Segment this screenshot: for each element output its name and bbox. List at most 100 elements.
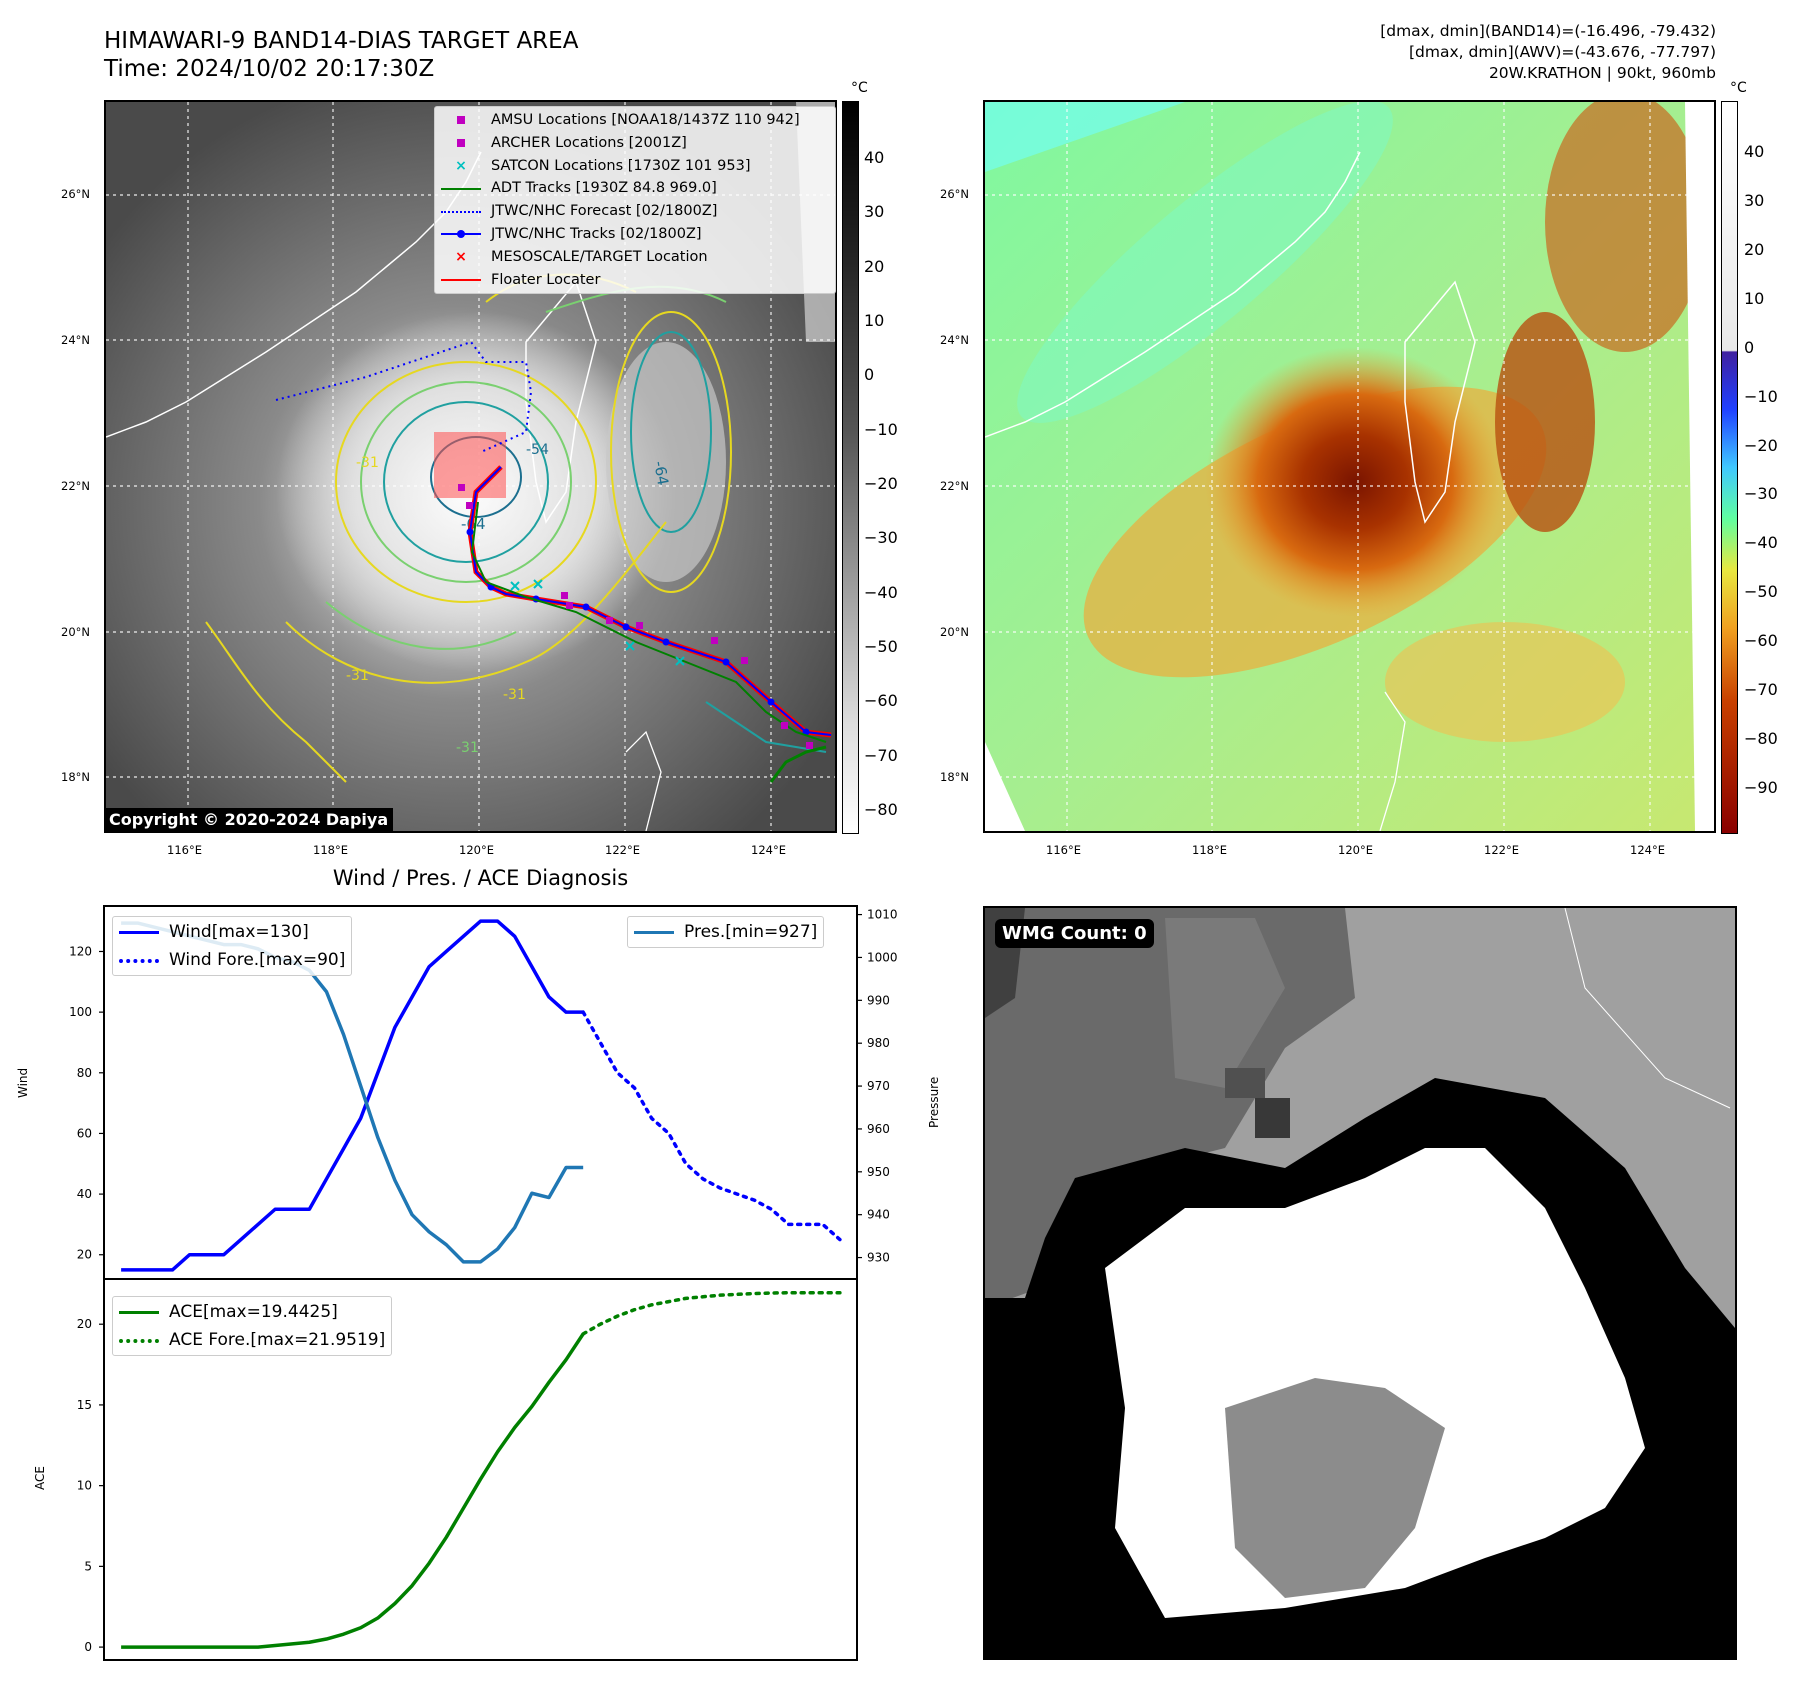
y-tick-label: 20 [77, 1317, 92, 1331]
dotted-line-icon [119, 1333, 159, 1347]
contour-label: -31 [456, 740, 479, 756]
colorbar-tick-label: −40 [864, 582, 898, 602]
solid-line-icon [119, 925, 159, 939]
solid-line-icon [441, 182, 481, 196]
x-marker-icon: × [455, 249, 467, 266]
lon-label: 120°E [1338, 843, 1373, 857]
ace-chart: 0 5 10 15 20 [77, 1278, 858, 1661]
y-right-tick-label: 980 [867, 1036, 890, 1050]
lat-label: 24°N [940, 333, 969, 347]
y-tick-label: 10 [77, 1479, 92, 1493]
colorbar-tick-label: −10 [1744, 386, 1778, 406]
solid-line-icon [119, 1305, 159, 1319]
awv-map [985, 102, 1714, 831]
colorbar-tick-label: −70 [864, 745, 898, 765]
legend-item-ace-forecast: ACE Fore.[max=21.9519] [119, 1326, 385, 1354]
y-right-tick-label: 1010 [867, 908, 898, 922]
series-line-1 [581, 1010, 842, 1242]
colorbar-tick-label: −50 [864, 637, 898, 656]
dotted-line-icon [441, 205, 481, 219]
colorbar-tick-label: −80 [1744, 729, 1778, 749]
colorbar-gray [842, 101, 859, 834]
colorbar-tick-label: 20 [864, 256, 885, 276]
colorbar-tick-label: 0 [864, 365, 875, 385]
series-line-0 [121, 919, 584, 1272]
dotted-line-icon [119, 953, 159, 967]
colorbar-unit: °C [1730, 80, 1747, 96]
legend-item-archer: ARCHER Locations [2001Z] [441, 132, 829, 155]
info-storm: 20W.KRATHON | 90kt, 960mb [1488, 64, 1716, 82]
line-dot-icon [441, 227, 481, 241]
y-right-tick-label: 1000 [867, 950, 898, 964]
contour-label: -31 [503, 687, 526, 703]
y-tick-label: 60 [77, 1126, 92, 1140]
solid-line-icon [441, 273, 481, 287]
colorbar-tick-label: 30 [1744, 190, 1765, 210]
contour-label: -31 [356, 455, 379, 471]
y-right-tick-label: 970 [867, 1079, 890, 1093]
colorbar-tick-label: −90 [1744, 778, 1778, 797]
legend-item-ace: ACE[max=19.4425] [119, 1298, 385, 1326]
colorbar-tick-label: −50 [1744, 582, 1778, 602]
solid-line-icon [634, 925, 674, 939]
colorbar-tick-label: 40 [864, 148, 885, 167]
legend-item-satcon: × SATCON Locations [1730Z 101 953] [441, 155, 829, 178]
colorbar-tick-label: −60 [864, 691, 898, 711]
diagnosis-title: Wind / Pres. / ACE Diagnosis [332, 866, 629, 890]
colorbar-tick-label: 10 [1744, 288, 1765, 308]
copyright-label: Copyright © 2020-2024 Dapiya [104, 808, 394, 831]
legend-item-floater: Floater Locater [441, 269, 829, 292]
ace-legend: ACE[max=19.4425] ACE Fore.[max=21.9519] [112, 1296, 393, 1356]
pressure-axis-label: Pressure [927, 1076, 941, 1128]
y-tick-label: 100 [69, 1005, 92, 1019]
colorbar-tick-label: −80 [864, 800, 898, 819]
chart-time: Time: 2024/10/02 20:17:30Z [104, 56, 435, 82]
lon-label: 120°E [459, 843, 494, 857]
lat-label: 26°N [61, 187, 90, 201]
lon-label: 116°E [1046, 843, 1081, 857]
colorbar-tick-label: −40 [1744, 533, 1778, 553]
legend-item-mesoscale: × MESOSCALE/TARGET Location [441, 246, 829, 269]
pressure-legend: Pres.[min=927] [627, 916, 825, 948]
lat-label: 22°N [61, 479, 90, 493]
square-marker-icon [441, 136, 481, 150]
map-legend: AMSU Locations [NOAA18/1437Z 110 942] AR… [434, 106, 836, 295]
y-tick-label: 40 [77, 1187, 92, 1201]
lat-label: 22°N [940, 479, 969, 493]
colorbar-tick-label: −30 [864, 528, 898, 548]
y-tick-label: 120 [69, 944, 92, 958]
legend-item-tracks: JTWC/NHC Tracks [02/1800Z] [441, 223, 829, 246]
colorbar-tick-label: 10 [864, 311, 885, 330]
y-tick-label: 5 [84, 1559, 92, 1573]
colorbar-tick-label: −10 [864, 419, 898, 439]
legend-item-wind: Wind[max=130] [119, 918, 345, 946]
colorbar-tick-label: −60 [1744, 631, 1778, 651]
colorbar-tick-label: 0 [1744, 337, 1755, 357]
y-right-tick-label: 940 [867, 1208, 890, 1222]
lon-label: 118°E [1192, 843, 1227, 857]
colorbar-tick-label: 40 [1744, 142, 1765, 161]
y-right-tick-label: 930 [867, 1251, 890, 1265]
colorbar-tick-label: −30 [1744, 484, 1778, 504]
y-right-tick-label: 950 [867, 1165, 890, 1179]
wind-axis-label: Wind [16, 1067, 30, 1098]
y-tick-label: 15 [77, 1398, 92, 1412]
lon-label: 124°E [751, 843, 786, 857]
lat-label: 18°N [940, 770, 969, 784]
lon-label: 122°E [605, 843, 640, 857]
awv-map-panel [983, 100, 1716, 833]
lon-label: 122°E [1484, 843, 1519, 857]
lat-label: 20°N [61, 625, 90, 639]
info-band14: [dmax, dmin](BAND14)=(-16.496, -79.432) [1380, 22, 1716, 40]
contour-label: -31 [346, 668, 369, 684]
lat-label: 18°N [61, 770, 90, 784]
colorbar-tick-label: −20 [864, 474, 898, 493]
square-marker-icon [441, 113, 481, 127]
colorbar-tick-label: 20 [1744, 239, 1765, 259]
wmg-count-badge: WMG Count: 0 [995, 919, 1154, 948]
colorbar-tick-label: 30 [864, 202, 885, 222]
plot-frame [103, 1278, 858, 1661]
colorbar-tick-label: −20 [1744, 435, 1778, 455]
series-line-1 [581, 1290, 842, 1336]
contour-label: -54 [526, 442, 549, 458]
